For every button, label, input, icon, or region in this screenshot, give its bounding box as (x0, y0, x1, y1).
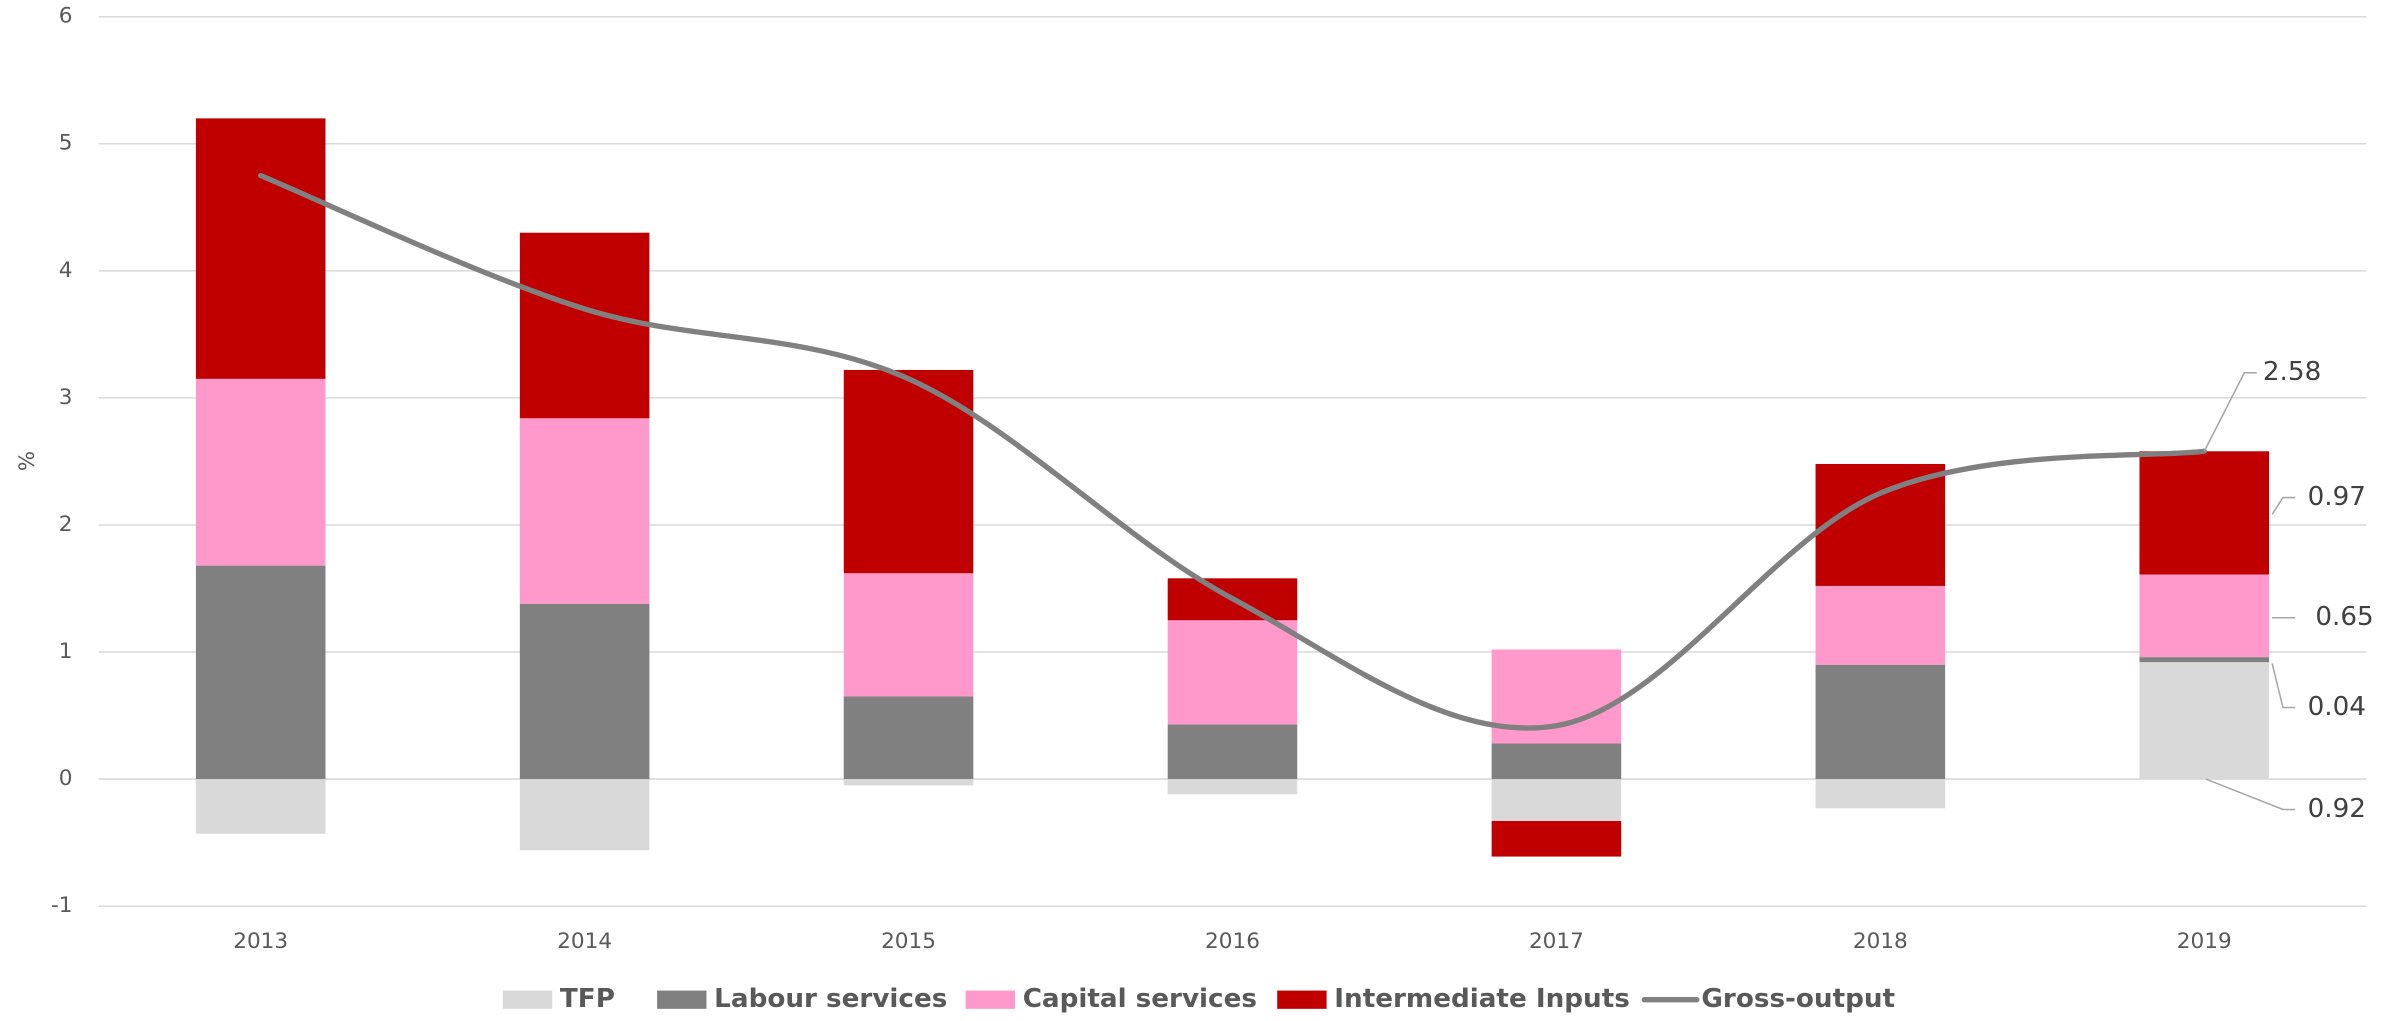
bar-segment (519, 232, 650, 419)
y-tick-label: 5 (59, 131, 73, 156)
bar-segment (195, 118, 326, 379)
bar-segment (1167, 779, 1298, 795)
y-tick-label: 6 (59, 4, 73, 29)
bar-segment (519, 418, 650, 604)
bar-segment (1815, 664, 1946, 780)
y-tick-label: 2 (59, 512, 73, 537)
bar-segment (1167, 620, 1298, 725)
legend-swatch (965, 990, 1015, 1009)
y-tick-label: 3 (59, 385, 73, 410)
x-tick-label: 2013 (233, 929, 288, 954)
legend-swatch (502, 990, 553, 1009)
leader-line (2271, 496, 2296, 515)
bar-segment (1815, 779, 1946, 809)
legend-label: Labour services (714, 984, 947, 1014)
bar-segment (1167, 724, 1298, 780)
y-axis-label: % (15, 451, 40, 471)
bar-segment (843, 696, 974, 780)
legend-swatch (657, 990, 707, 1009)
data-label: 2.58 (2263, 357, 2321, 387)
data-label: 0.97 (2308, 482, 2366, 512)
legend-label: Gross-output (1701, 984, 1895, 1014)
bar-segment (195, 779, 326, 834)
x-tick-label: 2017 (1529, 929, 1584, 954)
legend-swatch (1277, 990, 1327, 1009)
y-tick-label: 1 (59, 639, 73, 664)
legend-label: Capital services (1023, 984, 1257, 1014)
y-tick-label: 0 (59, 766, 73, 791)
x-tick-label: 2015 (881, 929, 936, 954)
data-label: 0.04 (2308, 692, 2366, 722)
bar-segment (2139, 662, 2270, 780)
leader-line (2271, 663, 2296, 709)
line-series (257, 172, 2207, 731)
data-label: 0.65 (2315, 602, 2373, 632)
y-tick-label: 4 (59, 258, 73, 283)
bar-segment (519, 603, 650, 780)
bar-segment (1491, 779, 1622, 821)
bar-segment (2139, 657, 2270, 663)
leader-line (2205, 778, 2296, 811)
bar-segment (1491, 820, 1622, 857)
bar-segment (2139, 574, 2270, 658)
x-tick-label: 2018 (1853, 929, 1908, 954)
bar-segment (1491, 743, 1622, 780)
bar-segment (1815, 463, 1946, 586)
data-label: 0.92 (2308, 794, 2366, 824)
bar-segment (843, 779, 974, 786)
x-tick-label: 2016 (1205, 929, 1260, 954)
bar-segment (1815, 585, 1946, 665)
legend-label: TFP (560, 984, 615, 1014)
y-tick-label: -1 (51, 893, 73, 918)
bar-segment (519, 779, 650, 851)
bar-segment (195, 378, 326, 566)
x-tick-label: 2014 (557, 929, 612, 954)
bar-segment (195, 565, 326, 780)
x-tick-label: 2019 (2177, 929, 2232, 954)
legend-label: Intermediate Inputs (1334, 984, 1630, 1014)
bar-segment (843, 573, 974, 697)
bar-segment (2139, 451, 2270, 575)
leader-line (2203, 372, 2257, 452)
